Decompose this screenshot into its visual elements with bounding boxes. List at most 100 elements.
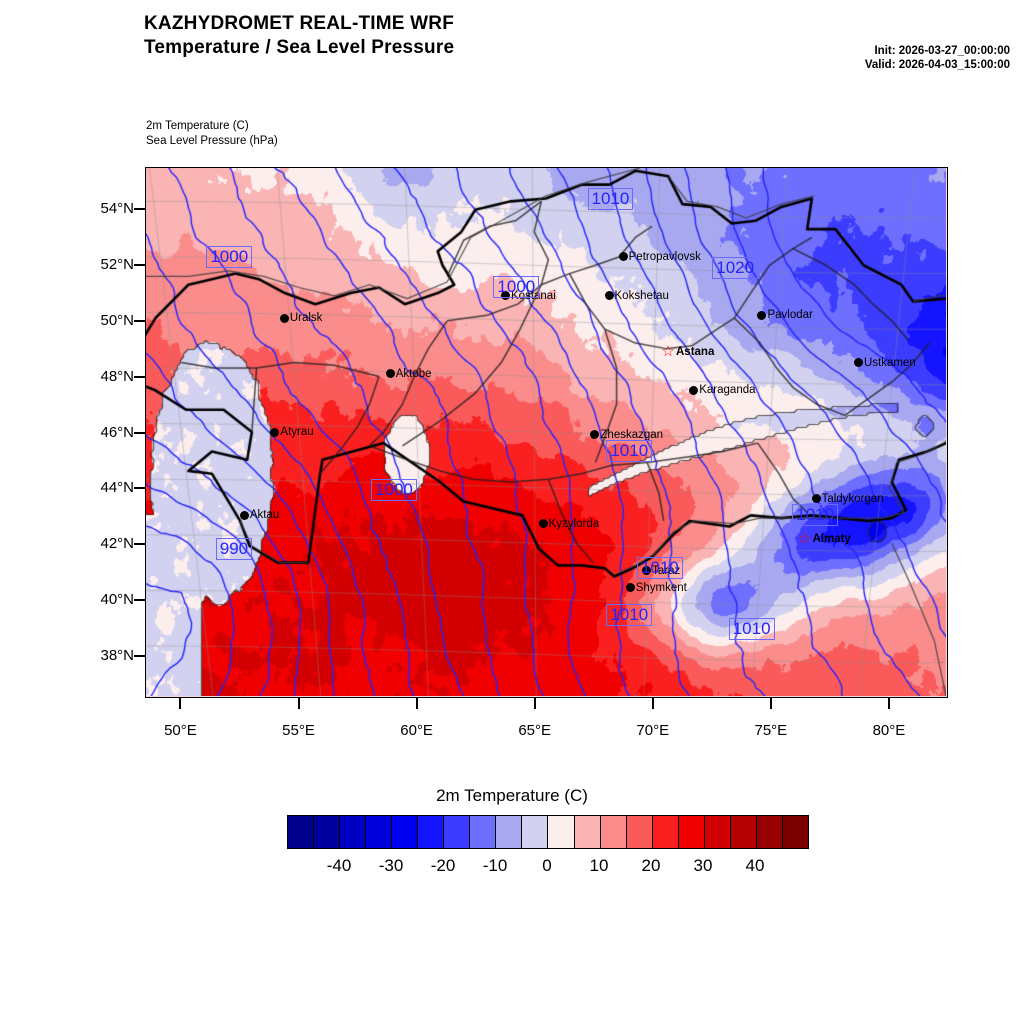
city-marker[interactable]: Aktobe — [385, 368, 432, 380]
colorbar-cell — [548, 816, 575, 848]
city-marker[interactable]: Kokshetau — [604, 290, 669, 302]
latitude-tick-label: 54°N — [100, 199, 134, 217]
colorbar-tick-label: -10 — [482, 856, 508, 875]
city-marker[interactable]: Pavlodar — [757, 309, 813, 322]
city-dot-icon — [604, 291, 614, 301]
city-label: Pavlodar — [767, 309, 813, 322]
longitude-tick-label: 70°E — [636, 722, 670, 739]
latitude-tick-mark — [134, 431, 145, 434]
city-label: Kyzylorda — [548, 517, 600, 530]
city-label: Karaganda — [699, 384, 756, 397]
colorbar-cell — [366, 816, 393, 848]
colorbar-cell — [626, 816, 653, 848]
city-marker[interactable]: Taldykorgan — [811, 493, 884, 505]
latitude-tick-label: 40°N — [100, 591, 134, 609]
city-marker[interactable]: Kyzylorda — [538, 517, 600, 530]
city-dot-icon — [689, 385, 699, 395]
city-dot-icon — [279, 313, 289, 323]
page-subtitle: Temperature / Sea Level Pressure — [144, 37, 455, 58]
latitude-tick-label: 52°N — [100, 255, 134, 273]
colorbar-tick-label: 0 — [542, 856, 552, 875]
city-label: Aktau — [249, 509, 280, 522]
longitude-tick-mark — [179, 698, 182, 709]
colorbar-cell — [288, 816, 315, 848]
colorbar-tick-label: 10 — [589, 856, 609, 875]
longitude-tick-label: 60°E — [400, 722, 433, 739]
city-marker[interactable]: Karaganda — [689, 384, 756, 397]
city-marker[interactable]: Atyrau — [270, 426, 314, 438]
pressure-contour-labels-layer: 1000 1000 1010 1020 1010 1000 990 1010 1010 1010 1… — [146, 168, 946, 696]
pressure-contour-label: 1010 — [606, 604, 653, 627]
pressure-contour-label: 1010 — [606, 440, 653, 463]
colorbar-cell — [756, 816, 783, 848]
city-dot-icon — [757, 310, 767, 320]
longitude-tick-mark — [415, 698, 418, 709]
field-label-pressure: Sea Level Pressure (hPa) — [146, 134, 278, 147]
city-marker[interactable]: ☆ Astana — [661, 343, 714, 361]
colorbar-tick-label: -30 — [378, 856, 404, 875]
colorbar-cell — [730, 816, 757, 848]
colorbar-tick-label: 30 — [693, 856, 713, 875]
longitude-tick-label: 80°E — [872, 722, 906, 739]
init-time: Init: 2026-03-27_00:00:00 — [874, 45, 1010, 57]
longitude-tick-label: 65°E — [518, 722, 552, 739]
colorbar-cell — [496, 816, 523, 848]
pressure-contour-label: 1000 — [493, 276, 540, 299]
city-marker[interactable]: Shymkent — [625, 581, 687, 594]
longitude-tick-mark — [533, 698, 536, 709]
colorbar-tick-label: -40 — [326, 856, 352, 875]
capital-star-icon: ☆ — [661, 343, 675, 361]
city-dot-icon — [625, 583, 635, 593]
latitude-tick-label: 42°N — [100, 535, 134, 553]
colorbar-cell — [392, 816, 419, 848]
temperature-field-canvas — [146, 168, 946, 696]
colorbar[interactable] — [287, 815, 809, 849]
latitude-tick-mark — [134, 655, 145, 658]
city-marker[interactable]: Ustkamen — [853, 356, 916, 369]
city-dot-icon — [239, 510, 249, 520]
page-title: KAZHYDROMET REAL-TIME WRF — [144, 13, 455, 34]
model-run-times: Init: 2026-03-27_00:00:00 Valid: 2026-04… — [865, 44, 1010, 72]
latitude-tick-label: 48°N — [100, 367, 134, 385]
city-label: Kostanai — [511, 289, 556, 302]
colorbar-title: 2m Temperature (C) — [436, 786, 588, 805]
colorbar-cell — [782, 816, 808, 848]
longitude-tick-label: 55°E — [282, 722, 315, 739]
field-labels: 2m Temperature (C) Sea Level Pressure (h… — [146, 119, 278, 148]
city-marker[interactable]: Uralsk — [279, 312, 322, 324]
colorbar-tick-labels: -40 -30 -20 -10 0 10 20 30 40 — [287, 856, 807, 880]
city-marker[interactable]: Petropavlovsk — [618, 251, 701, 263]
colorbar-tick-label: 20 — [641, 856, 661, 875]
pressure-contour-label: 1020 — [712, 257, 759, 280]
latitude-tick-mark — [134, 207, 145, 210]
city-markers-layer: Petropavlovsk Kostanai Kokshetau Pavlodar ☆ A… — [146, 168, 946, 696]
city-label: Zheskazgan — [600, 428, 664, 441]
longitude-tick-mark — [297, 698, 300, 709]
city-label: Shymkent — [635, 581, 687, 594]
city-marker[interactable]: Aktau — [239, 509, 280, 522]
longitude-tick-label: 50°E — [164, 722, 197, 739]
colorbar-cell — [314, 816, 341, 848]
longitude-tick-label: 75°E — [754, 722, 788, 739]
colorbar-cell — [444, 816, 471, 848]
latitude-tick-mark — [134, 263, 145, 266]
longitude-tick-mark — [887, 698, 890, 709]
city-marker[interactable]: Kostanai — [501, 290, 556, 302]
city-label: Ustkamen — [863, 356, 916, 369]
latitude-tick-mark — [134, 375, 145, 378]
city-marker[interactable]: ☆ Almaty — [797, 529, 851, 547]
pressure-contour-label: 1000 — [206, 245, 253, 268]
field-label-temperature: 2m Temperature (C) — [146, 120, 249, 132]
capital-star-icon: ☆ — [797, 529, 812, 547]
latitude-tick-label: 38°N — [100, 647, 134, 665]
colorbar-cell — [652, 816, 679, 848]
colorbar-cell — [340, 816, 367, 848]
map-plot-area[interactable]: Petropavlovsk Kostanai Kokshetau Pavlodar ☆ A… — [145, 167, 948, 698]
pressure-contour-label: 1010 — [792, 504, 839, 527]
city-dot-icon — [618, 252, 628, 262]
latitude-tick-mark — [134, 319, 145, 322]
colorbar-tick-label: -20 — [430, 856, 456, 875]
city-marker[interactable]: Zheskazgan — [590, 429, 663, 441]
city-marker[interactable]: Taraz — [642, 565, 680, 577]
longitude-tick-mark — [651, 698, 654, 709]
